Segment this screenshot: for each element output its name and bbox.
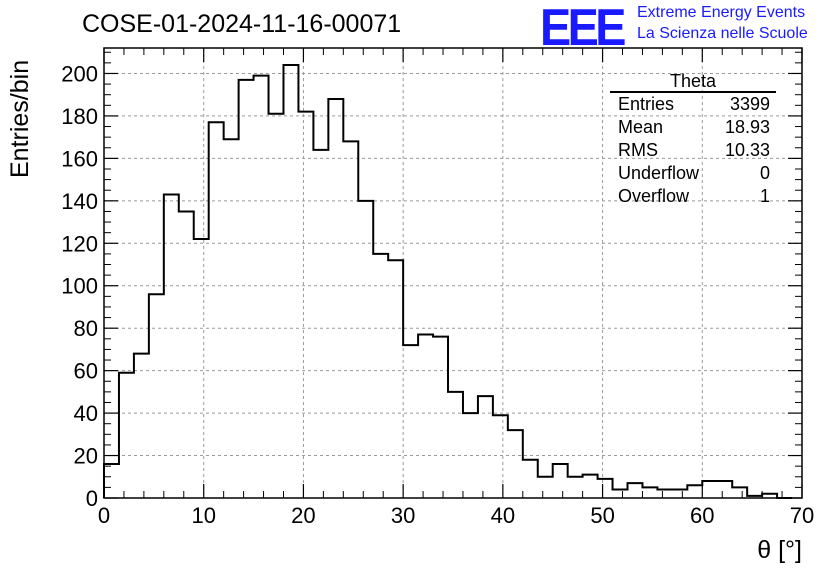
y-tick-label: 160 [61, 146, 98, 171]
histogram-bin [613, 490, 628, 498]
y-tick-label: 80 [74, 316, 98, 341]
stats-value: 0 [759, 163, 770, 183]
histogram-bin [119, 373, 134, 498]
stats-label: Mean [618, 117, 664, 137]
stats-value: 18.93 [724, 117, 770, 137]
y-tick-label: 40 [74, 401, 98, 426]
histogram-bin [508, 430, 523, 498]
histogram-bin [358, 201, 373, 498]
histogram-bin [313, 150, 328, 498]
histogram-bin [403, 345, 418, 498]
chart-title: COSE-01-2024-11-16-00071 [82, 10, 402, 38]
logo-text-line2: La Scienza nelle Scuole [637, 25, 808, 42]
histogram-bin [433, 337, 448, 498]
eee-logo: EEE [540, 0, 626, 57]
histogram-bin [732, 487, 747, 498]
stats-row-underflow: Underflow 0 [610, 162, 776, 185]
histogram-bin [702, 481, 717, 498]
histogram-bin [104, 464, 119, 498]
stats-row-rms: RMS 10.33 [610, 139, 776, 162]
histogram-bin [254, 76, 269, 498]
histogram-bin [239, 80, 254, 498]
histogram-bin [194, 239, 209, 498]
histogram-bin [328, 99, 343, 498]
histogram-bin [179, 211, 194, 498]
y-tick-label: 0 [86, 486, 98, 511]
histogram-bin [672, 490, 687, 498]
x-axis-label: θ [°] [757, 536, 802, 564]
histogram-bin [538, 477, 553, 498]
histogram-bin [209, 122, 224, 498]
histogram-bin [478, 396, 493, 498]
y-tick-label: 180 [61, 104, 98, 129]
histogram-bin [553, 464, 568, 498]
stats-label: RMS [618, 140, 658, 160]
histogram-bin [523, 460, 538, 498]
histogram-bin [657, 490, 672, 498]
y-axis-label: Entries/bin [6, 59, 34, 178]
histogram-bin [493, 415, 508, 498]
x-tick-label: 50 [590, 503, 614, 528]
histogram-bin [298, 112, 313, 498]
histogram-bin [373, 254, 388, 498]
histogram-bin [388, 260, 403, 498]
stats-value: 1 [759, 186, 770, 206]
y-tick-label: 120 [61, 231, 98, 256]
y-tick-label: 140 [61, 189, 98, 214]
histogram-bin [224, 139, 239, 498]
histogram-bin [717, 481, 732, 498]
x-tick-label: 30 [391, 503, 415, 528]
x-tick-label: 0 [98, 503, 110, 528]
histogram-bin [269, 114, 284, 498]
histogram-bin [687, 485, 702, 498]
stats-label: Entries [618, 94, 675, 114]
stats-title: Theta [610, 72, 776, 93]
histogram-bin [134, 354, 149, 498]
stats-box: Theta Entries 3399 Mean 18.93 RMS 10.33 … [610, 72, 776, 208]
histogram-bin [598, 479, 613, 498]
histogram-bin [583, 475, 598, 498]
histogram-bin [642, 487, 657, 498]
y-tick-label: 200 [61, 61, 98, 86]
x-tick-label: 70 [790, 503, 814, 528]
plot-frame [103, 47, 803, 499]
stats-row-entries: Entries 3399 [610, 93, 776, 116]
y-tick-label: 20 [74, 444, 98, 469]
stats-label: Overflow [618, 186, 690, 206]
x-tick-label: 60 [690, 503, 714, 528]
stats-row-overflow: Overflow 1 [610, 185, 776, 208]
histogram-bin [628, 483, 643, 498]
histogram-bin [418, 335, 433, 498]
histogram-outline [103, 63, 793, 499]
histogram-bin [149, 294, 164, 498]
y-tick-label: 100 [61, 274, 98, 299]
stats-value: 10.33 [724, 140, 770, 160]
stats-row-mean: Mean 18.93 [610, 116, 776, 139]
histogram-bin [568, 477, 583, 498]
histogram-bin [164, 194, 179, 498]
stats-label: Underflow [618, 163, 700, 183]
x-tick-label: 10 [191, 503, 215, 528]
histogram-bin [448, 392, 463, 498]
y-tick-label: 60 [74, 359, 98, 384]
x-tick-label: 40 [491, 503, 515, 528]
logo-text-line1: Extreme Energy Events [637, 4, 806, 21]
histogram-bin [343, 141, 358, 498]
histogram-bin [283, 65, 298, 498]
stats-value: 3399 [729, 94, 770, 114]
x-tick-label: 20 [291, 503, 315, 528]
